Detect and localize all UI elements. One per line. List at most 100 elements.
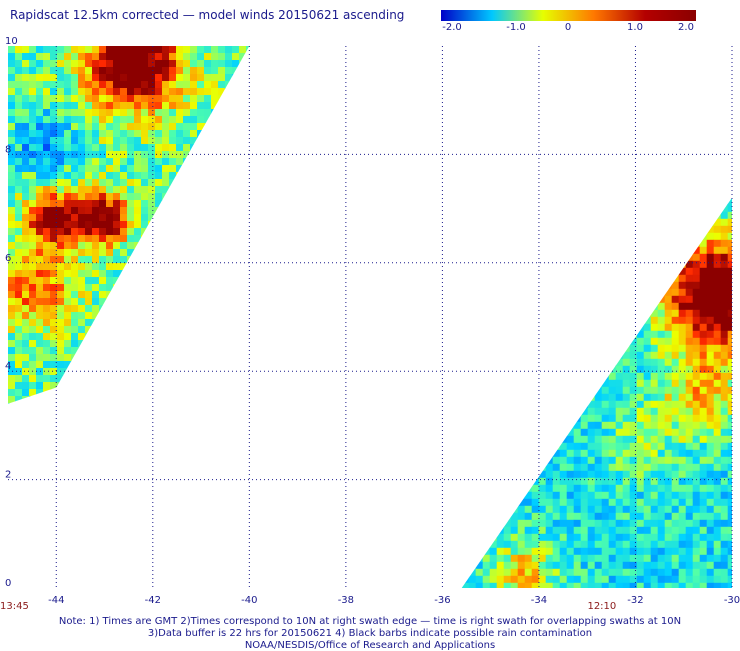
wind-diff-cell [204, 361, 212, 369]
wind-diff-cell [85, 81, 93, 89]
wind-diff-cell [706, 337, 715, 346]
wind-diff-cell [643, 288, 652, 297]
wind-diff-cell [601, 351, 610, 360]
wind-diff-cell [699, 288, 708, 297]
wind-diff-cell [608, 197, 617, 206]
wind-diff-cell [615, 582, 624, 589]
wind-diff-cell [113, 165, 121, 173]
wind-diff-cell [134, 95, 142, 103]
wind-diff-cell [524, 386, 533, 395]
wind-diff-cell [566, 582, 575, 589]
wind-diff-cell [671, 309, 680, 318]
wind-diff-cell [720, 547, 729, 556]
wind-diff-cell [657, 302, 666, 311]
wind-diff-cell [482, 225, 491, 234]
wind-diff-cell [636, 211, 645, 220]
wind-diff-cell [169, 144, 177, 152]
wind-diff-cell [601, 407, 610, 416]
wind-diff-cell [706, 540, 715, 549]
wind-diff-cell [664, 309, 673, 318]
wind-diff-cell [204, 165, 212, 173]
wind-diff-cell [239, 95, 247, 103]
wind-diff-cell [22, 109, 30, 117]
wind-diff-cell [538, 281, 547, 290]
wind-diff-cell [664, 386, 673, 395]
wind-diff-cell [99, 312, 107, 320]
wind-diff-cell [594, 309, 603, 318]
wind-diff-cell [503, 232, 512, 241]
wind-diff-cell [468, 267, 477, 276]
wind-diff-cell [239, 137, 247, 145]
wind-diff-cell [127, 340, 135, 348]
wind-diff-cell [713, 421, 722, 430]
wind-diff-cell [573, 365, 582, 374]
wind-diff-cell [503, 344, 512, 353]
wind-diff-cell [573, 582, 582, 589]
wind-diff-cell [580, 421, 589, 430]
wind-diff-cell [197, 256, 205, 264]
wind-diff-cell [85, 256, 93, 264]
wind-diff-cell [183, 116, 191, 124]
wind-diff-cell [204, 179, 212, 187]
wind-diff-cell [176, 361, 184, 369]
wind-diff-cell [50, 46, 58, 54]
wind-diff-cell [545, 218, 554, 227]
wind-diff-cell [22, 207, 30, 215]
wind-diff-cell [43, 361, 51, 369]
wind-diff-cell [580, 540, 589, 549]
wind-diff-cell [50, 347, 58, 355]
wind-diff-cell [580, 484, 589, 493]
wind-diff-cell [36, 256, 44, 264]
wind-diff-cell [503, 267, 512, 276]
wind-diff-cell [608, 449, 617, 458]
wind-diff-cell [608, 253, 617, 262]
wind-diff-cell [218, 291, 226, 299]
wind-diff-cell [190, 221, 198, 229]
wind-diff-cell [664, 554, 673, 563]
wind-diff-cell [510, 421, 519, 430]
wind-diff-cell [657, 239, 666, 248]
wind-diff-cell [573, 211, 582, 220]
wind-diff-cell [461, 540, 470, 549]
wind-diff-cell [57, 291, 65, 299]
wind-diff-cell [113, 144, 121, 152]
wind-diff-cell [127, 319, 135, 327]
wind-diff-cell [169, 389, 177, 397]
wind-diff-cell [545, 246, 554, 255]
wind-diff-cell [608, 260, 617, 269]
wind-diff-cell [524, 246, 533, 255]
wind-diff-cell [155, 53, 163, 61]
wind-diff-cell [692, 477, 701, 486]
wind-diff-cell [22, 144, 30, 152]
wind-diff-cell [50, 207, 58, 215]
wind-diff-cell [99, 144, 107, 152]
wind-diff-cell [664, 456, 673, 465]
wind-diff-cell [643, 470, 652, 479]
wind-diff-cell [15, 284, 23, 292]
wind-diff-cell [720, 498, 729, 507]
wind-diff-cell [204, 158, 212, 166]
wind-diff-cell [71, 200, 79, 208]
wind-diff-cell [120, 312, 128, 320]
wind-diff-cell [664, 218, 673, 227]
wind-diff-cell [64, 179, 72, 187]
wind-diff-cell [246, 130, 250, 138]
wind-diff-cell [643, 295, 652, 304]
wind-diff-cell [99, 53, 107, 61]
wind-diff-cell [671, 533, 680, 542]
wind-diff-cell [169, 242, 177, 250]
wind-diff-cell [517, 365, 526, 374]
wind-diff-cell [517, 533, 526, 542]
wind-diff-cell [134, 186, 142, 194]
wind-diff-cell [218, 298, 226, 306]
wind-diff-cell [232, 123, 240, 131]
wind-diff-cell [50, 81, 58, 89]
wind-diff-cell [671, 463, 680, 472]
wind-diff-cell [622, 428, 631, 437]
wind-diff-cell [176, 46, 184, 54]
wind-diff-cell [671, 456, 680, 465]
wind-diff-cell [545, 323, 554, 332]
wind-diff-cell [64, 186, 72, 194]
wind-diff-cell [232, 242, 240, 250]
wind-diff-cell [204, 46, 212, 54]
